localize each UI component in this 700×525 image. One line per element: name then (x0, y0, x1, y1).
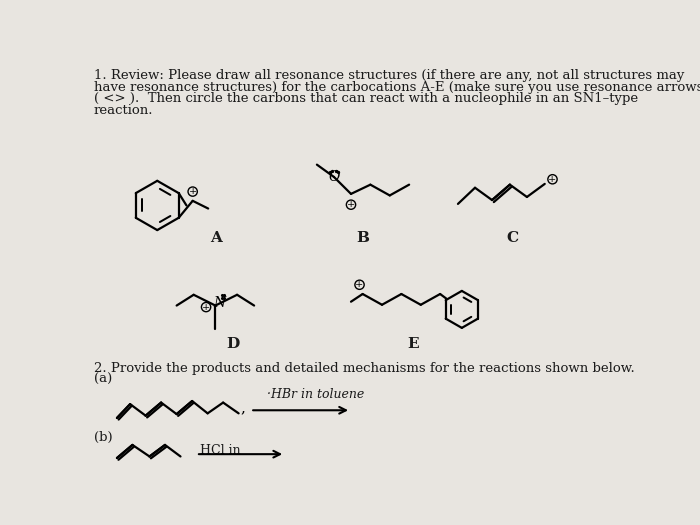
Text: +: + (188, 187, 197, 196)
Text: ( <> ).  Then circle the carbons that can react with a nucleophile in an SN1–typ: ( <> ). Then circle the carbons that can… (94, 92, 638, 105)
Text: ·HBr in toluene: ·HBr in toluene (267, 388, 365, 401)
Text: C: C (506, 230, 518, 245)
Text: E: E (407, 337, 419, 351)
Text: O: O (328, 170, 339, 184)
Text: ,: , (240, 401, 245, 415)
Text: have resonance structures) for the carbocations A-E (make sure you use resonance: have resonance structures) for the carbo… (94, 81, 700, 93)
Text: B: B (356, 230, 369, 245)
Text: A: A (210, 230, 222, 245)
Text: D: D (227, 337, 240, 351)
Text: +: + (202, 302, 210, 312)
Text: (a): (a) (94, 373, 112, 386)
Text: HCl in: HCl in (200, 444, 241, 457)
Text: +: + (548, 175, 556, 184)
Text: reaction.: reaction. (94, 104, 153, 117)
Text: 2. Provide the products and detailed mechanisms for the reactions shown below.: 2. Provide the products and detailed mec… (94, 362, 634, 375)
Text: N: N (214, 296, 225, 310)
Text: 1. Review: Please draw all resonance structures (if there are any, not all struc: 1. Review: Please draw all resonance str… (94, 69, 684, 82)
Text: +: + (356, 280, 364, 289)
Text: (b): (b) (94, 431, 112, 444)
Text: +: + (347, 200, 355, 209)
